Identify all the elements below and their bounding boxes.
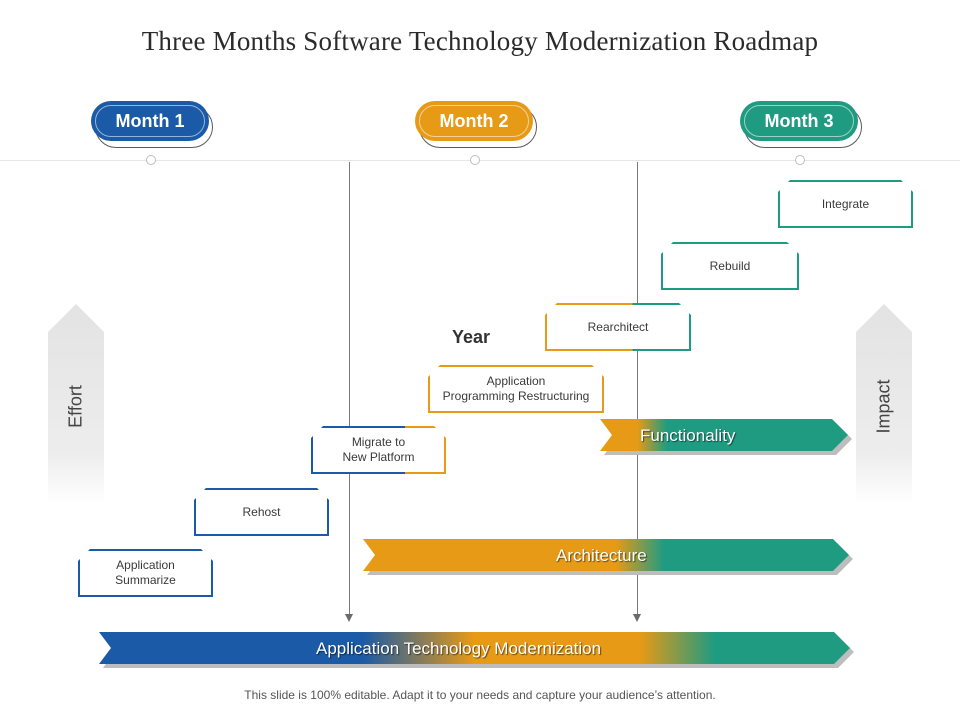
modernization-label: Application Technology Modernization — [316, 639, 602, 658]
step-migrate-to-new-platform: Migrate to New Platform — [311, 426, 446, 474]
functionality-band — [600, 419, 852, 455]
step-2-label: Rehost — [242, 504, 281, 519]
month-1-label: Month 1 — [115, 110, 185, 131]
month-1-divider-line — [349, 162, 350, 614]
month-3-marker — [795, 155, 805, 165]
slide-title: Three Months Software Technology Moderni… — [141, 26, 819, 56]
step-6-label: Rebuild — [709, 258, 751, 273]
impact-arrow — [856, 304, 912, 504]
month-3-pill: Month 3 — [740, 101, 862, 148]
architecture-band — [363, 539, 853, 575]
step-1-line-1: Application — [116, 558, 175, 572]
step-rehost: Rehost — [194, 488, 329, 536]
step-5-label: Rearchitect — [587, 319, 649, 334]
month-2-divider-line — [637, 162, 638, 614]
effort-arrow — [48, 304, 104, 504]
month-1-divider-arrowhead — [345, 614, 353, 622]
step-application-programming-restructuring: Application Programming Restructuring — [428, 365, 604, 413]
step-7-label: Integrate — [821, 196, 870, 211]
step-rebuild: Rebuild — [661, 242, 799, 290]
step-4-line-2: Programming Restructuring — [442, 389, 590, 403]
month-1-pill: Month 1 — [91, 101, 213, 148]
month-2-pill: Month 2 — [415, 101, 537, 148]
impact-label: Impact — [873, 379, 894, 434]
step-3-line-2: New Platform — [342, 450, 415, 464]
year-label: Year — [452, 327, 491, 347]
step-4-line-1: Application — [486, 374, 546, 388]
step-rearchitect: Rearchitect — [545, 303, 691, 351]
architecture-label: Architecture — [556, 546, 647, 565]
step-1-line-2: Summarize — [115, 573, 176, 587]
functionality-label: Functionality — [640, 426, 736, 445]
month-2-label: Month 2 — [439, 110, 509, 131]
effort-label: Effort — [65, 385, 86, 428]
month-2-divider-arrowhead — [633, 614, 641, 622]
modernization-band — [99, 632, 854, 668]
month-3-label: Month 3 — [764, 110, 834, 131]
step-application-summarize: Application Summarize — [78, 549, 213, 597]
step-integrate: Integrate — [778, 180, 913, 228]
footer-note: This slide is 100% editable. Adapt it to… — [244, 688, 716, 702]
month-2-marker — [470, 155, 480, 165]
month-1-marker — [146, 155, 156, 165]
step-3-line-1: Migrate to — [351, 435, 406, 449]
header-divider — [0, 160, 960, 161]
